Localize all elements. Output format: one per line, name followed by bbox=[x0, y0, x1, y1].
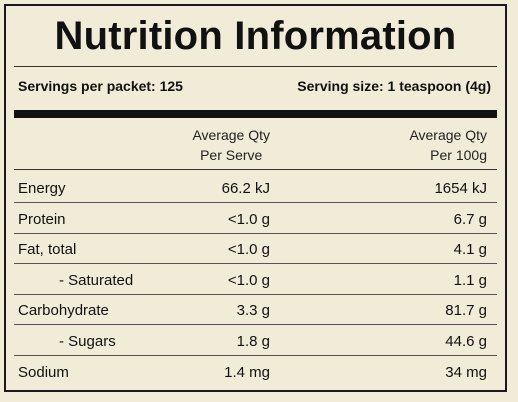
row-divider bbox=[14, 324, 497, 326]
title-divider bbox=[14, 66, 497, 67]
per-100g-value: 6.7 g bbox=[453, 210, 487, 228]
row-divider bbox=[14, 293, 497, 295]
header-divider bbox=[14, 110, 497, 118]
servings-per-packet: Servings per packet: 125 bbox=[18, 78, 183, 94]
column-header-per-100g-line2: Per 100g bbox=[430, 147, 487, 163]
nutrient-name: - Sugars bbox=[59, 333, 116, 350]
nutrition-panel: Nutrition Information Servings per packe… bbox=[4, 4, 507, 392]
nutrient-name: - Saturated bbox=[59, 271, 134, 289]
row-divider bbox=[14, 263, 497, 265]
row-divider bbox=[14, 202, 497, 203]
nutrient-name: Protein bbox=[18, 210, 66, 228]
nutrient-name: Energy bbox=[18, 180, 66, 197]
serving-size: Serving size: 1 teaspoon (4g) bbox=[297, 78, 491, 94]
per-serve-value: <1.0 g bbox=[227, 241, 270, 259]
table-row: Carbohydrate 3.3 g 81.7 g bbox=[14, 295, 497, 326]
row-divider bbox=[14, 232, 497, 234]
table-row: - Sugars 1.8 g 44.6 g bbox=[14, 326, 497, 356]
column-header-per-serve: Average Qty Per Serve bbox=[192, 125, 270, 165]
per-serve-value: 3.3 g bbox=[236, 302, 270, 320]
per-serve-value: 1.4 mg bbox=[224, 363, 270, 381]
column-header-per-100g: Average Qty Per 100g bbox=[409, 125, 487, 165]
per-serve-value: <1.0 g bbox=[227, 271, 270, 289]
column-header-per-serve-line2: Per Serve bbox=[200, 147, 263, 163]
per-100g-value: 1.1 g bbox=[453, 271, 487, 289]
row-divider bbox=[14, 355, 497, 356]
table-row: Energy 66.2 kJ 1654 kJ bbox=[14, 173, 497, 203]
per-serve-value: <1.0 g bbox=[227, 210, 270, 228]
per-serve-value: 66.2 kJ bbox=[221, 180, 270, 197]
table-row: Fat, total <1.0 g 4.1 g bbox=[14, 234, 497, 265]
table-row: - Saturated <1.0 g 1.1 g bbox=[14, 265, 497, 295]
per-100g-value: 34 mg bbox=[445, 363, 487, 381]
nutrient-name: Sodium bbox=[18, 363, 69, 381]
per-serve-value: 1.8 g bbox=[236, 333, 270, 350]
table-top-divider bbox=[14, 169, 497, 170]
column-header-per-serve-line1: Average Qty bbox=[192, 127, 270, 143]
table-row: Sodium 1.4 mg 34 mg bbox=[14, 357, 497, 387]
nutrient-name: Fat, total bbox=[18, 241, 77, 259]
per-100g-value: 44.6 g bbox=[445, 333, 487, 350]
panel-title: Nutrition Information bbox=[54, 14, 457, 58]
table-row: Protein <1.0 g 6.7 g bbox=[14, 204, 497, 234]
column-header-per-100g-line1: Average Qty bbox=[409, 127, 487, 143]
nutrient-name: Carbohydrate bbox=[18, 302, 109, 320]
per-100g-value: 81.7 g bbox=[445, 302, 487, 320]
per-100g-value: 1654 kJ bbox=[434, 180, 487, 197]
per-100g-value: 4.1 g bbox=[453, 241, 487, 259]
